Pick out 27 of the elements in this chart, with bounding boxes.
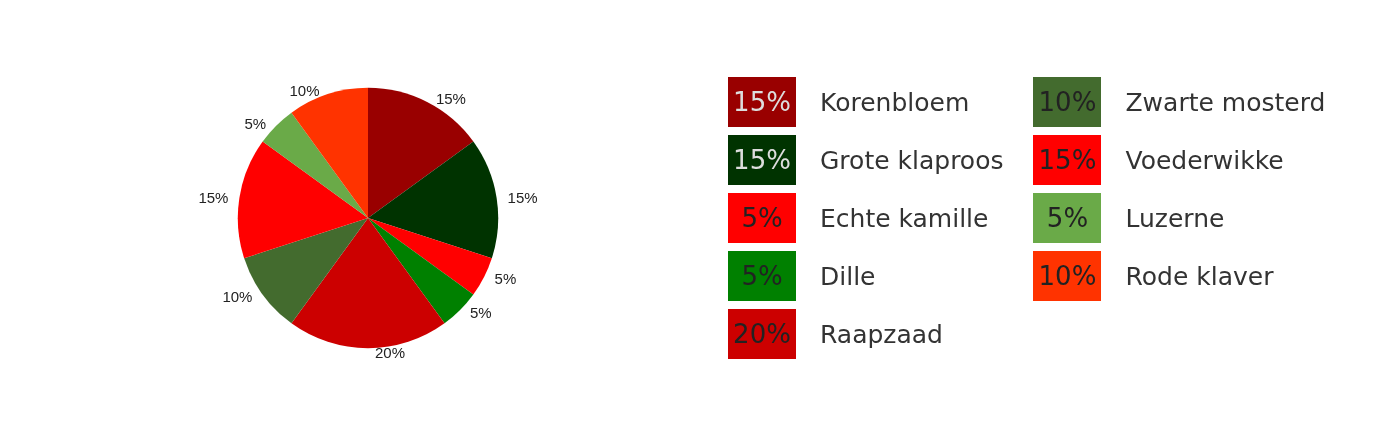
data-label: 15% (198, 188, 229, 206)
text: 15% (1038, 145, 1097, 175)
data-label: 10% (289, 81, 320, 99)
data-label: 20% (375, 343, 406, 361)
data-label: 5% (244, 114, 267, 132)
legend-label: Dille (820, 261, 876, 291)
legend-label: Grote klaproos (820, 145, 1004, 175)
text: 5% (1046, 203, 1089, 233)
legend-label: Rode klaver (1125, 261, 1274, 291)
text: 5% (741, 261, 783, 291)
data-label: 15% (435, 89, 466, 107)
text: 5% (741, 203, 783, 233)
legend-label: Raapzaad (820, 319, 943, 349)
data-label: 15% (507, 188, 538, 206)
data-label: 5% (494, 270, 517, 288)
text: 15% (733, 145, 791, 175)
text: 10% (1038, 261, 1097, 291)
legend-label: Luzerne (1125, 203, 1225, 233)
legend-label: Korenbloem (820, 87, 970, 117)
data-label: 5% (469, 304, 492, 322)
data-label: 10% (222, 288, 253, 306)
text: 15% (733, 87, 791, 117)
text: 10% (1038, 87, 1097, 117)
legend-label: Zwarte mosterd (1125, 87, 1326, 117)
text: 20% (733, 319, 791, 349)
legend-label: Echte kamille (820, 203, 989, 233)
legend-label: Voederwikke (1125, 145, 1284, 175)
